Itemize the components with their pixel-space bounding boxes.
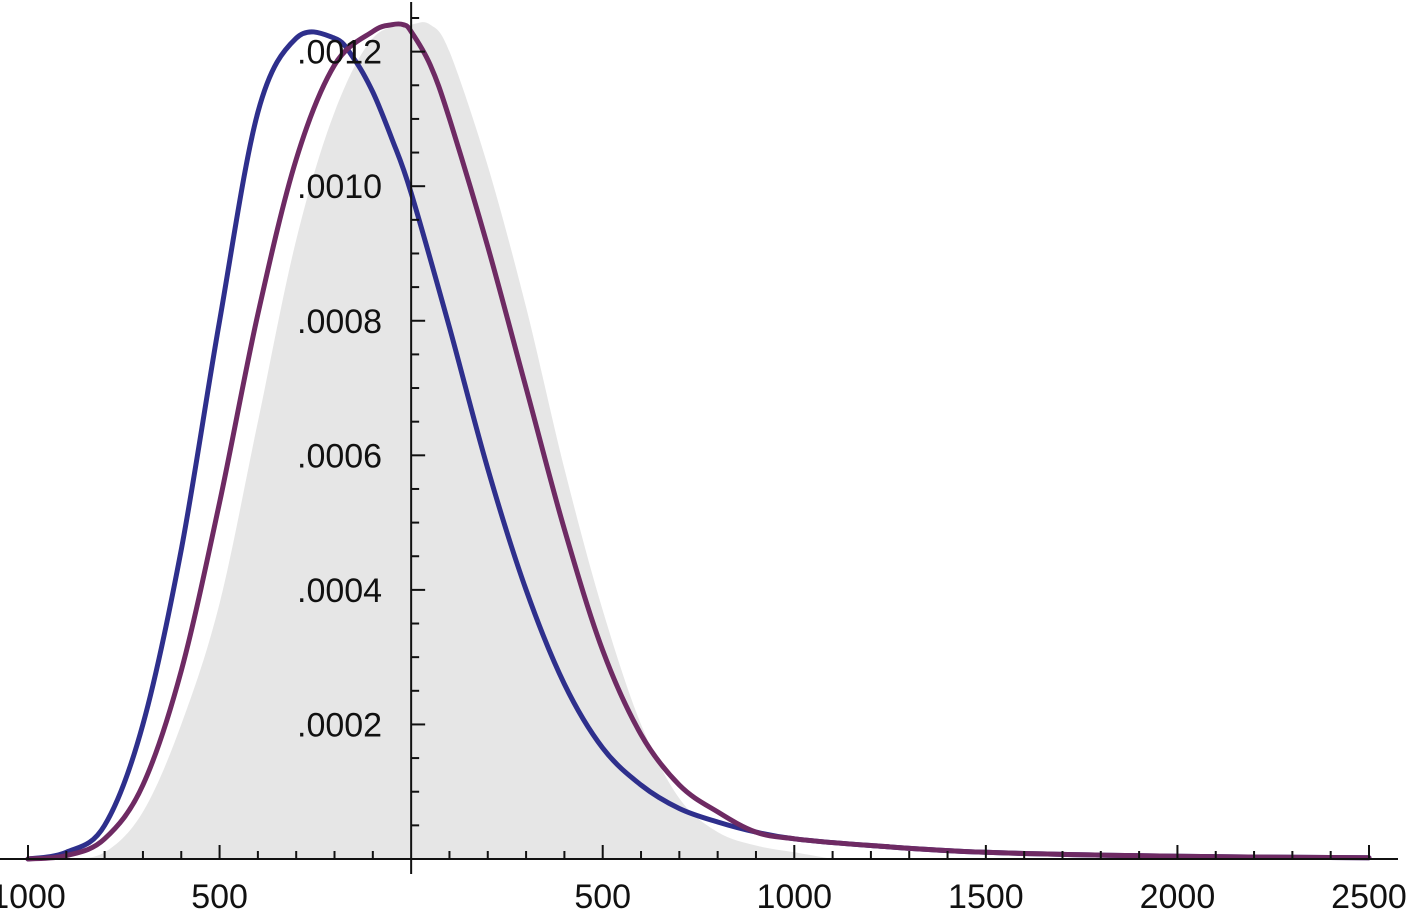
tick-labels-layer: 1000 500 500 1000 1500 2000 2500 .0002 .0004 .000… bbox=[0, 34, 1407, 912]
x-tick-label: 500 bbox=[191, 878, 248, 912]
y-tick-label: .0006 bbox=[297, 437, 382, 475]
shaded-area-layer bbox=[28, 22, 833, 860]
axes-layer bbox=[0, 2, 1398, 874]
y-tick-label: .0002 bbox=[297, 706, 382, 744]
y-tick-label: .0004 bbox=[297, 572, 382, 610]
x-tick-label: 2500 bbox=[1331, 878, 1407, 912]
x-tick-label: 2000 bbox=[1140, 878, 1216, 912]
x-tick-label: 1000 bbox=[756, 878, 832, 912]
series-layer bbox=[25, 21, 1372, 862]
y-tick-label: .0008 bbox=[297, 303, 382, 341]
x-tick-label: 1000 bbox=[0, 878, 66, 912]
shaded-density-area bbox=[28, 22, 833, 860]
x-tick-label: 500 bbox=[574, 878, 631, 912]
series-line-2 bbox=[25, 21, 1372, 862]
y-tick-label: .0012 bbox=[297, 34, 382, 72]
y-tick-label: .0010 bbox=[297, 168, 382, 206]
x-tick-label: 1500 bbox=[948, 878, 1024, 912]
